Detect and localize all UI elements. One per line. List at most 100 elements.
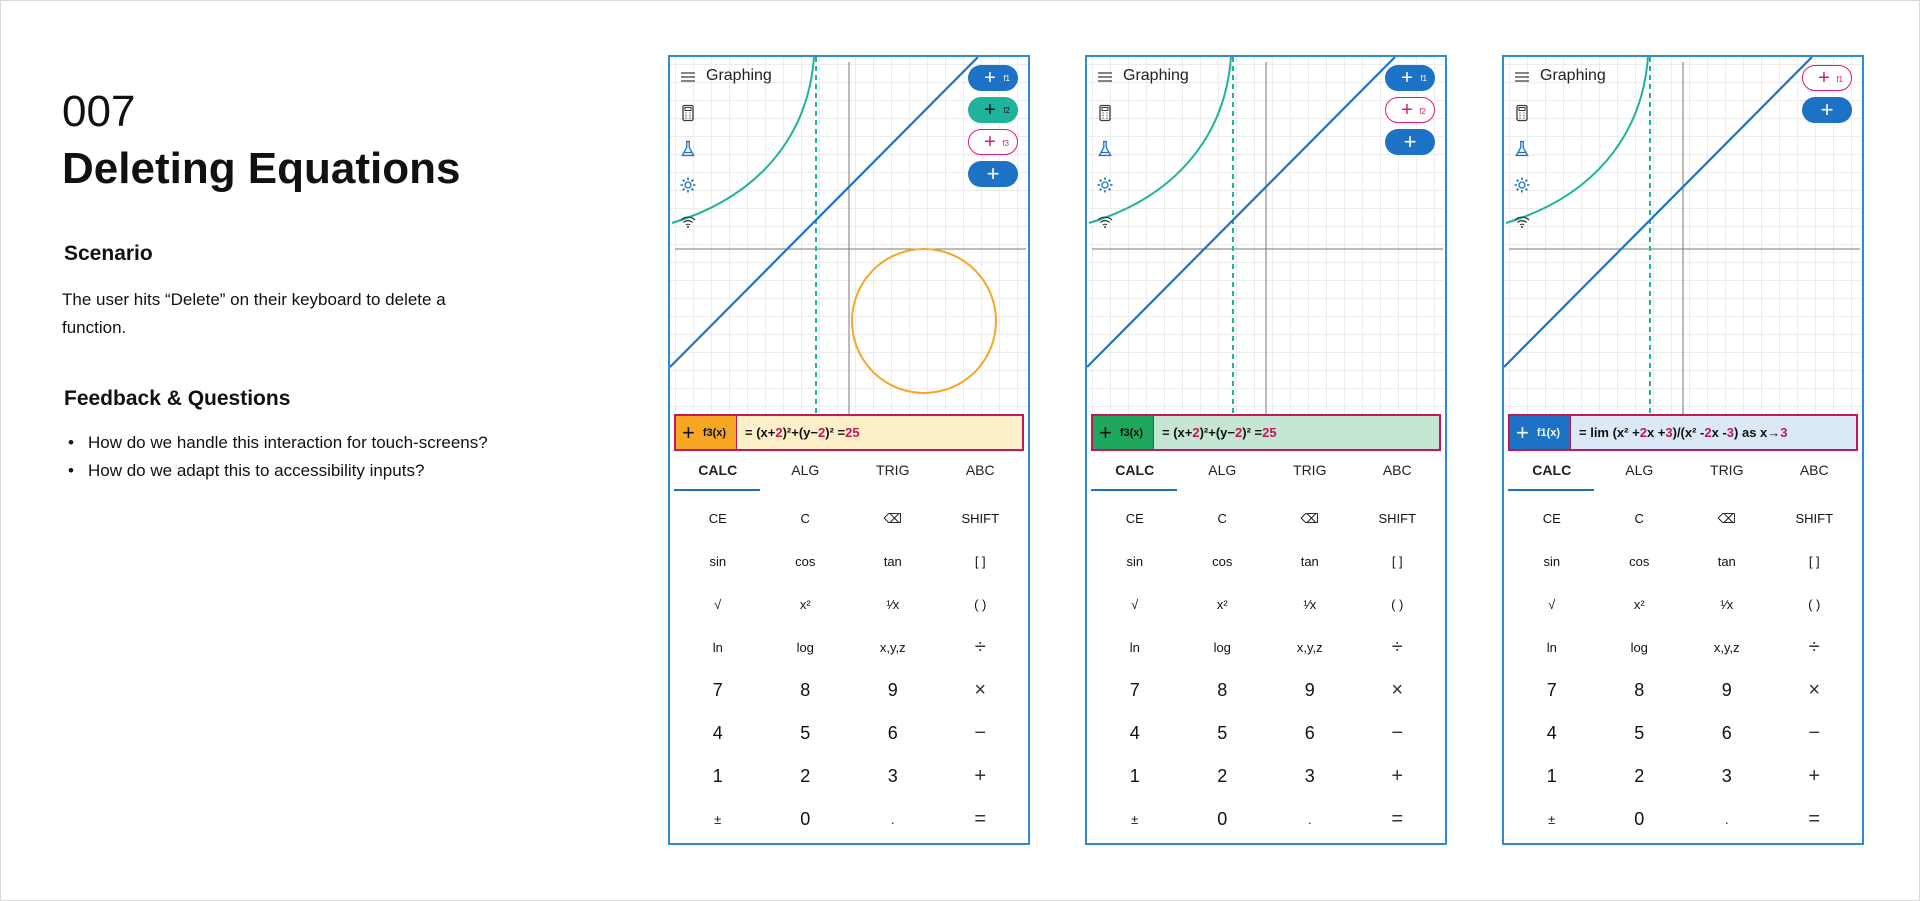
- function-button-f1[interactable]: + f1: [968, 65, 1018, 91]
- key-8[interactable]: √: [714, 597, 722, 612]
- tab-alg[interactable]: ALG: [791, 462, 820, 478]
- menu-icon[interactable]: [1095, 67, 1115, 87]
- flask-icon[interactable]: [1512, 139, 1532, 159]
- equation-tag[interactable]: + f3(x): [1093, 416, 1153, 449]
- tab-trig[interactable]: TRIG: [876, 462, 910, 478]
- key-16[interactable]: 7: [1129, 680, 1140, 700]
- key-29[interactable]: 0: [800, 809, 811, 829]
- key-25[interactable]: 2: [1217, 766, 1228, 786]
- key-26[interactable]: 3: [887, 766, 898, 786]
- key-25[interactable]: 2: [1634, 766, 1645, 786]
- key-10[interactable]: ¹⁄x: [1303, 597, 1317, 612]
- key-1[interactable]: C: [1217, 511, 1227, 526]
- key-9[interactable]: x²: [1216, 597, 1228, 612]
- equation-input[interactable]: = (x+ 2)²+(y− 2)² = 25: [736, 416, 1022, 449]
- key-16[interactable]: 7: [712, 680, 723, 700]
- key-15[interactable]: ÷: [1391, 636, 1403, 658]
- key-20[interactable]: 4: [712, 723, 723, 743]
- key-10[interactable]: ¹⁄x: [886, 597, 900, 612]
- key-20[interactable]: 4: [1129, 723, 1140, 743]
- key-15[interactable]: ÷: [1808, 636, 1820, 658]
- graph-canvas[interactable]: Graphing + f1 + f2 + f3 +: [670, 57, 1028, 414]
- key-2[interactable]: ⌫: [1717, 510, 1736, 526]
- key-16[interactable]: 7: [1546, 680, 1557, 700]
- function-button-f1[interactable]: + f1: [1802, 65, 1852, 91]
- add-function-button[interactable]: +: [968, 161, 1018, 187]
- key-30[interactable]: .: [1724, 812, 1729, 827]
- function-button-f2[interactable]: + f2: [1385, 97, 1435, 123]
- equation-bar[interactable]: + f3(x) = (x+ 2)²+(y− 2)² = 25: [674, 414, 1024, 451]
- key-3[interactable]: SHIFT: [1795, 511, 1834, 526]
- key-19[interactable]: ×: [1808, 679, 1821, 701]
- key-14[interactable]: x,y,z: [1713, 640, 1740, 655]
- key-0[interactable]: CE: [1542, 511, 1561, 526]
- key-12[interactable]: ln: [1546, 640, 1557, 655]
- add-function-button[interactable]: +: [1802, 97, 1852, 123]
- key-15[interactable]: ÷: [974, 636, 986, 658]
- key-11[interactable]: ( ): [1808, 597, 1821, 612]
- key-9[interactable]: x²: [799, 597, 811, 612]
- key-28[interactable]: ±: [714, 812, 722, 827]
- function-button-f3[interactable]: + f3: [968, 129, 1018, 155]
- key-24[interactable]: 1: [1546, 766, 1557, 786]
- gear-icon[interactable]: [1512, 175, 1532, 195]
- key-2[interactable]: ⌫: [883, 510, 902, 526]
- tab-alg[interactable]: ALG: [1208, 462, 1237, 478]
- key-12[interactable]: ln: [712, 640, 723, 655]
- key-26[interactable]: 3: [1721, 766, 1732, 786]
- key-18[interactable]: 9: [887, 680, 898, 700]
- key-22[interactable]: 6: [887, 723, 898, 743]
- key-30[interactable]: .: [890, 812, 895, 827]
- tab-abc[interactable]: ABC: [1382, 462, 1412, 478]
- key-6[interactable]: tan: [1300, 554, 1319, 569]
- gear-icon[interactable]: [1095, 175, 1115, 195]
- key-21[interactable]: 5: [800, 723, 811, 743]
- menu-icon[interactable]: [1512, 67, 1532, 87]
- flask-icon[interactable]: [678, 139, 698, 159]
- key-2[interactable]: ⌫: [1300, 510, 1319, 526]
- key-18[interactable]: 9: [1304, 680, 1315, 700]
- key-0[interactable]: CE: [1125, 511, 1144, 526]
- key-28[interactable]: ±: [1131, 812, 1139, 827]
- tab-calc[interactable]: CALC: [1091, 457, 1179, 497]
- key-19[interactable]: ×: [1391, 679, 1404, 701]
- key-27[interactable]: +: [1808, 765, 1821, 787]
- graph-canvas[interactable]: Graphing + f1 +: [1504, 57, 1862, 414]
- key-4[interactable]: sin: [709, 554, 727, 569]
- key-11[interactable]: ( ): [974, 597, 987, 612]
- key-22[interactable]: 6: [1304, 723, 1315, 743]
- flask-icon[interactable]: [1095, 139, 1115, 159]
- key-24[interactable]: 1: [1129, 766, 1140, 786]
- tab-calc[interactable]: CALC: [1508, 457, 1596, 497]
- key-6[interactable]: tan: [883, 554, 902, 569]
- tab-alg[interactable]: ALG: [1625, 462, 1654, 478]
- key-0[interactable]: CE: [708, 511, 727, 526]
- key-22[interactable]: 6: [1721, 723, 1732, 743]
- key-25[interactable]: 2: [800, 766, 811, 786]
- key-4[interactable]: sin: [1126, 554, 1144, 569]
- key-1[interactable]: C: [1634, 511, 1644, 526]
- key-29[interactable]: 0: [1217, 809, 1228, 829]
- key-4[interactable]: sin: [1543, 554, 1561, 569]
- tab-trig[interactable]: TRIG: [1710, 462, 1744, 478]
- key-6[interactable]: tan: [1717, 554, 1736, 569]
- key-14[interactable]: x,y,z: [879, 640, 906, 655]
- function-button-f1[interactable]: + f1: [1385, 65, 1435, 91]
- key-27[interactable]: +: [1391, 765, 1404, 787]
- key-21[interactable]: 5: [1217, 723, 1228, 743]
- key-17[interactable]: 8: [1217, 680, 1228, 700]
- key-26[interactable]: 3: [1304, 766, 1315, 786]
- equation-tag[interactable]: + f3(x): [676, 416, 736, 449]
- key-24[interactable]: 1: [712, 766, 723, 786]
- accessibility-icon[interactable]: [1512, 211, 1532, 231]
- key-18[interactable]: 9: [1721, 680, 1732, 700]
- key-7[interactable]: [ ]: [974, 554, 986, 569]
- key-31[interactable]: =: [974, 808, 987, 830]
- graph-canvas[interactable]: Graphing + f1 + f2 +: [1087, 57, 1445, 414]
- equation-input[interactable]: = (x+ 2)²+(y− 2)² = 25: [1153, 416, 1439, 449]
- gear-icon[interactable]: [678, 175, 698, 195]
- key-10[interactable]: ¹⁄x: [1720, 597, 1734, 612]
- key-20[interactable]: 4: [1546, 723, 1557, 743]
- key-8[interactable]: √: [1548, 597, 1556, 612]
